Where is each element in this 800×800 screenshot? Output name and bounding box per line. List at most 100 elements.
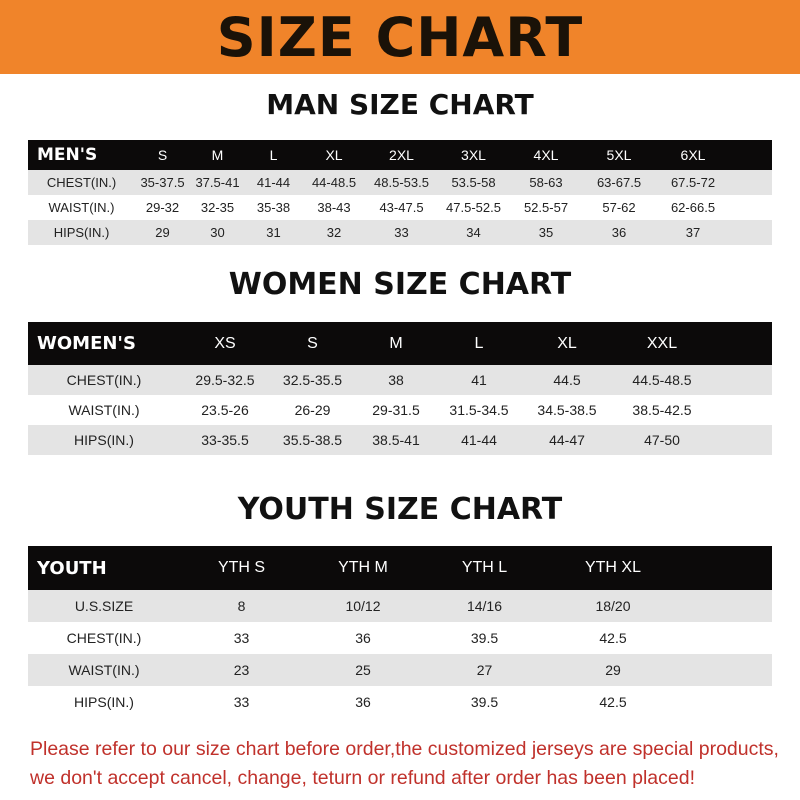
- cell: 29-31.5: [372, 402, 420, 418]
- cell: 33: [394, 225, 409, 240]
- cell: 23.5-26: [201, 402, 249, 418]
- cell: 29: [605, 662, 621, 678]
- cell: XS: [214, 334, 236, 352]
- cell: 44-48.5: [311, 175, 357, 190]
- table-row: HIPS(IN.) 29 30 31 32 33 34 35 36 37: [28, 220, 772, 245]
- cell: 38.5-42.5: [632, 402, 692, 418]
- table-row: CHEST(IN.) 35-37.5 37.5-41 41-44 44-48.5 48.5…: [28, 170, 772, 195]
- cell: 57-62: [602, 200, 636, 215]
- table-row: WAIST(IN.) 29-32 32-35 35-38 38-43 43-47.5 47.…: [28, 195, 772, 220]
- youth-title: YOUTH SIZE CHART: [237, 492, 563, 527]
- cell: 41-44: [256, 175, 291, 190]
- note-line: we don't accept cancel, change, teturn o…: [30, 767, 695, 789]
- cell: 53.5-58: [451, 175, 496, 190]
- cell: 58-63: [529, 175, 563, 190]
- cell: 32: [326, 225, 342, 240]
- table-row: CHEST(IN.) 33 36 39.5 42.5: [28, 622, 772, 654]
- cell: XL: [557, 334, 577, 352]
- banner-title: SIZE CHART: [216, 5, 584, 69]
- order-note: Please refer to our size chart before or…: [30, 735, 790, 793]
- cell: 33: [233, 630, 250, 646]
- men-title: MAN SIZE CHART: [266, 88, 534, 121]
- cell: 31.5-34.5: [449, 402, 509, 418]
- cell: 36: [611, 225, 627, 240]
- row-label: WOMEN'S: [37, 333, 136, 354]
- cell: 23: [233, 662, 250, 678]
- cell: M: [211, 147, 224, 163]
- cell: 5XL: [606, 147, 632, 163]
- note-line: Please refer to our size chart before or…: [30, 738, 779, 760]
- cell: 38.5-41: [372, 432, 420, 448]
- cell: 41-44: [461, 432, 497, 448]
- cell: 47.5-52.5: [446, 200, 501, 215]
- cell: 44.5: [553, 372, 581, 388]
- header-row: YOUTH YTH S YTH M YTH L YTH XL: [28, 546, 772, 590]
- row-label: CHEST(IN.): [66, 630, 142, 646]
- cell: 41: [471, 372, 487, 388]
- cell: 42.5: [599, 630, 627, 646]
- cell: 67.5-72: [670, 175, 716, 190]
- cell: 18/20: [595, 598, 631, 614]
- row-label: U.S.SIZE: [74, 598, 134, 614]
- cell: 29-32: [145, 200, 180, 215]
- cell: 37.5-41: [195, 175, 240, 190]
- cell: 48.5-53.5: [374, 175, 429, 190]
- row-label: WAIST(IN.): [68, 402, 140, 418]
- row-label: HIPS(IN.): [74, 432, 134, 448]
- cell: 62-66.5: [670, 200, 716, 215]
- row-label: WAIST(IN.): [68, 662, 140, 678]
- cell: 29: [155, 225, 170, 240]
- cell: 3XL: [461, 147, 486, 163]
- table-row: WAIST(IN.) 23.5-26 26-29 29-31.5 31.5-34.5 34…: [28, 395, 772, 425]
- row-label: CHEST(IN.): [66, 372, 142, 388]
- banner: SIZE CHART: [0, 0, 800, 74]
- cell: 6XL: [680, 147, 706, 163]
- cell: 52.5-57: [523, 200, 569, 215]
- row-label: HIPS(IN.): [74, 694, 134, 710]
- cell: 10/12: [345, 598, 381, 614]
- cell: 37: [685, 225, 701, 240]
- cell: 32-35: [200, 200, 235, 215]
- cell: 29.5-32.5: [195, 372, 255, 388]
- table-row: CHEST(IN.) 29.5-32.5 32.5-35.5 38 41 44.5 44.5…: [28, 365, 772, 395]
- cell: 44.5-48.5: [632, 372, 692, 388]
- cell: 14/16: [466, 598, 503, 614]
- cell: 63-67.5: [596, 175, 642, 190]
- women-title: WOMEN SIZE CHART: [228, 267, 572, 302]
- cell: 26-29: [294, 402, 331, 418]
- youth-size-table: YOUTH YTH S YTH M YTH L YTH XL U.S.SIZE 8 10/12…: [28, 546, 772, 718]
- cell: 25: [355, 662, 371, 678]
- cell: YTH M: [338, 559, 388, 576]
- table-row: WAIST(IN.) 23 25 27 29: [28, 654, 772, 686]
- cell: M: [389, 334, 403, 352]
- cell: 42.5: [599, 694, 627, 710]
- row-label: HIPS(IN.): [53, 225, 110, 240]
- cell: 33-35.5: [201, 432, 249, 448]
- cell: 36: [355, 630, 371, 646]
- cell: 8: [237, 598, 246, 614]
- cell: 2XL: [389, 147, 414, 163]
- row-label: MEN'S: [37, 145, 98, 165]
- cell: YTH S: [217, 559, 266, 576]
- cell: 35-38: [256, 200, 291, 215]
- cell: 32.5-35.5: [282, 372, 343, 388]
- row-label: CHEST(IN.): [46, 175, 117, 190]
- cell: 38: [388, 372, 404, 388]
- row-label: YOUTH: [37, 557, 107, 579]
- cell: XL: [325, 147, 343, 163]
- cell: YTH XL: [584, 559, 641, 576]
- cell: 4XL: [533, 147, 559, 163]
- cell: 36: [355, 694, 371, 710]
- cell: 47-50: [644, 432, 680, 448]
- cell: XXL: [646, 334, 678, 352]
- cell: 35.5-38.5: [282, 432, 343, 448]
- cell: 34.5-38.5: [537, 402, 597, 418]
- cell: 35: [538, 225, 554, 240]
- cell: S: [307, 334, 318, 352]
- table-row: HIPS(IN.) 33-35.5 35.5-38.5 38.5-41 41-44 44-…: [28, 425, 772, 455]
- table-row: U.S.SIZE 8 10/12 14/16 18/20: [28, 590, 772, 622]
- cell: YTH L: [461, 559, 508, 576]
- table-row: HIPS(IN.) 33 36 39.5 42.5: [28, 686, 772, 718]
- cell: 35-37.5: [140, 175, 185, 190]
- cell: 30: [210, 225, 225, 240]
